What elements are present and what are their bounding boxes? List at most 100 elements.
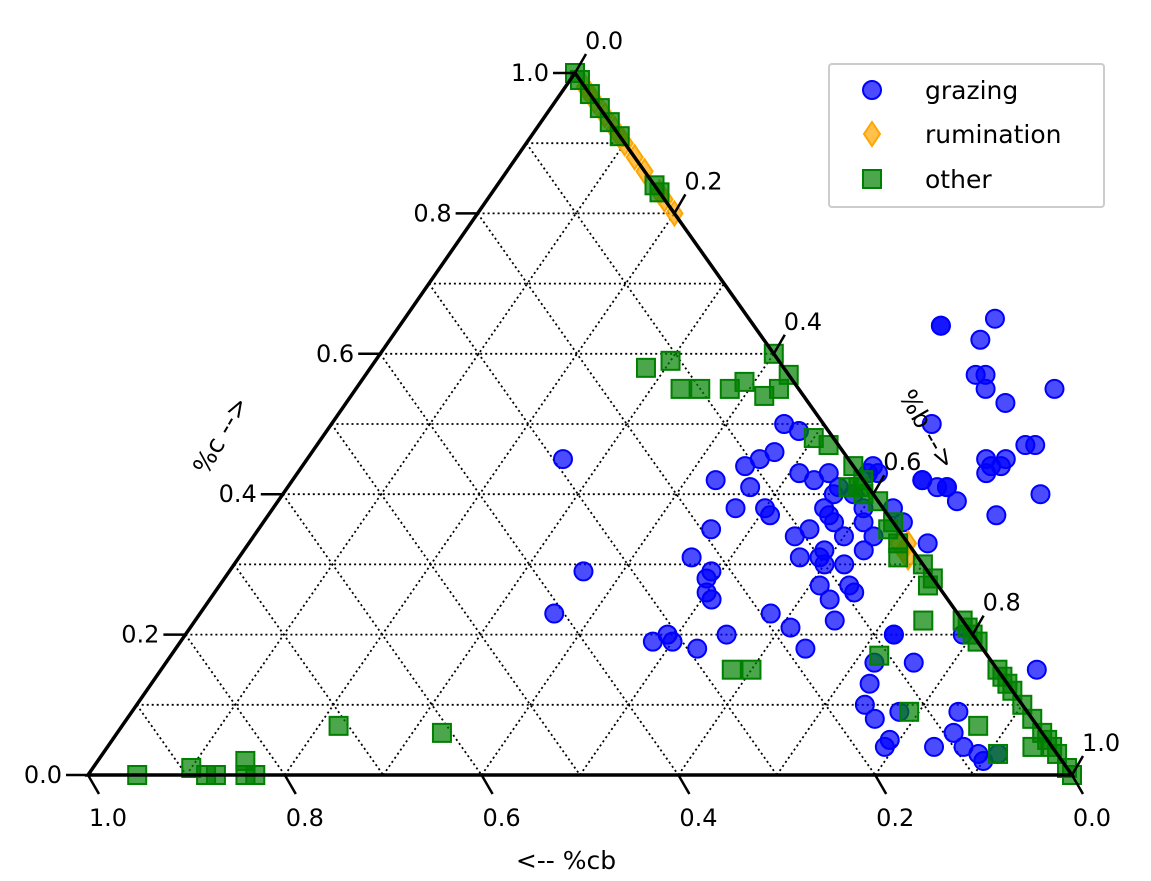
right-axis-tick — [971, 614, 985, 636]
grazing-point — [854, 694, 875, 715]
other-point — [768, 378, 789, 399]
grazing-point — [819, 589, 840, 610]
grazing-point — [833, 526, 854, 547]
grazing-point — [903, 652, 924, 673]
bottom-axis-tick — [480, 774, 494, 795]
right-axis-tick-label: 0.4 — [784, 308, 822, 336]
right-axis-tick — [673, 193, 687, 215]
right-axis-tick — [772, 334, 786, 355]
grazing-point — [834, 554, 855, 575]
grid-line — [184, 634, 286, 776]
right-axis-tick-label: 0.8 — [983, 589, 1021, 617]
grazing-point — [552, 449, 573, 470]
grazing-point — [814, 498, 835, 519]
grazing-point — [976, 463, 997, 484]
bottom-axis-tick — [283, 774, 297, 795]
grid-line — [233, 563, 384, 776]
bottom-axis-tick — [1070, 774, 1085, 795]
legend-marker-other — [862, 169, 882, 189]
grid-line — [428, 283, 778, 776]
other-point — [660, 350, 681, 371]
grazing-point — [544, 603, 565, 624]
grazing-point — [818, 463, 839, 484]
right-axis-tick — [1070, 755, 1085, 776]
other-point — [741, 659, 762, 680]
grazing-point — [642, 631, 663, 652]
legend-frame — [828, 63, 1105, 208]
grazing-point — [740, 477, 761, 498]
other-point — [968, 715, 989, 736]
grid-line — [579, 423, 825, 776]
bottom-axis-tick-label: 1.0 — [89, 804, 127, 832]
grazing-point — [687, 638, 708, 659]
legend-marker-rumination — [862, 120, 882, 148]
grid-line — [525, 142, 975, 776]
grazing-point — [760, 505, 781, 526]
left-axis-title: %c --> — [187, 391, 254, 479]
bottom-axis-tick-label: 0.8 — [286, 804, 324, 832]
grazing-point — [662, 631, 683, 652]
grazing-point — [809, 575, 830, 596]
right-axis-tick-label: 0.6 — [883, 448, 921, 476]
left-axis-tick-label: 1.0 — [511, 59, 549, 87]
grazing-point — [874, 736, 895, 757]
legend-label-grazing: grazing — [925, 76, 1018, 105]
grid-line — [874, 634, 974, 776]
grazing-point — [924, 736, 945, 757]
legend: grazing rumination other — [828, 63, 1105, 208]
grazing-point — [946, 491, 967, 512]
grazing-point — [995, 392, 1016, 413]
right-axis-tick-label: 0.2 — [684, 167, 722, 195]
other-point — [431, 722, 452, 743]
grazing-point — [921, 414, 942, 434]
legend-label-other: other — [925, 165, 992, 194]
grid-line — [330, 423, 581, 776]
right-axis-tick — [872, 474, 886, 495]
grazing-point — [986, 505, 1007, 526]
grazing-point — [883, 624, 904, 645]
right-axis-tick — [573, 53, 588, 74]
grazing-point — [859, 673, 880, 694]
bottom-axis-tick-label: 0.6 — [483, 804, 521, 832]
grid-line — [135, 704, 188, 776]
other-point — [635, 357, 656, 378]
grazing-point — [824, 512, 845, 533]
grazing-point — [970, 329, 991, 350]
left-axis-tick-label: 0.6 — [316, 340, 354, 368]
bottom-axis-tick — [677, 774, 691, 795]
grazing-point — [681, 547, 702, 568]
bottom-axis-title: <-- %cb — [516, 846, 616, 875]
legend-label-rumination: rumination — [925, 120, 1061, 149]
other-point — [721, 659, 742, 680]
tick-marks: 0.0 0.0 0.2 0.2 0.4 0.4 0.6 0.6 0.8 0.8 1.0 1.0 1.0 0… — [24, 27, 1120, 832]
left-axis-tick-label: 0.4 — [219, 480, 257, 508]
grazing-point — [1025, 435, 1046, 456]
grazing-point — [853, 540, 874, 561]
grazing-point — [716, 624, 737, 645]
grazing-point — [809, 547, 830, 568]
legend-marker-grazing — [862, 80, 882, 100]
other-point — [899, 701, 920, 722]
bottom-axis-tick-label: 0.4 — [679, 804, 717, 832]
grazing-point — [948, 701, 969, 722]
other-point — [328, 715, 349, 736]
bottom-axis-tick-label: 0.2 — [876, 804, 914, 832]
grid-line — [480, 353, 775, 776]
grazing-point — [930, 315, 951, 336]
other-point — [690, 378, 711, 399]
grazing-point — [1026, 659, 1047, 680]
grazing-point — [780, 617, 801, 638]
grazing-point — [936, 477, 957, 498]
triangle-frame — [84, 69, 1076, 777]
grazing-point — [853, 512, 874, 533]
grazing-point — [735, 456, 756, 477]
other-point — [838, 477, 859, 498]
other-point — [670, 378, 691, 399]
triangle-outline — [84, 69, 1076, 777]
grazing-point — [943, 722, 964, 743]
grid-line — [185, 142, 626, 776]
other-point — [719, 378, 740, 399]
grazing-point — [839, 575, 860, 596]
bottom-axis-tick — [86, 774, 101, 795]
